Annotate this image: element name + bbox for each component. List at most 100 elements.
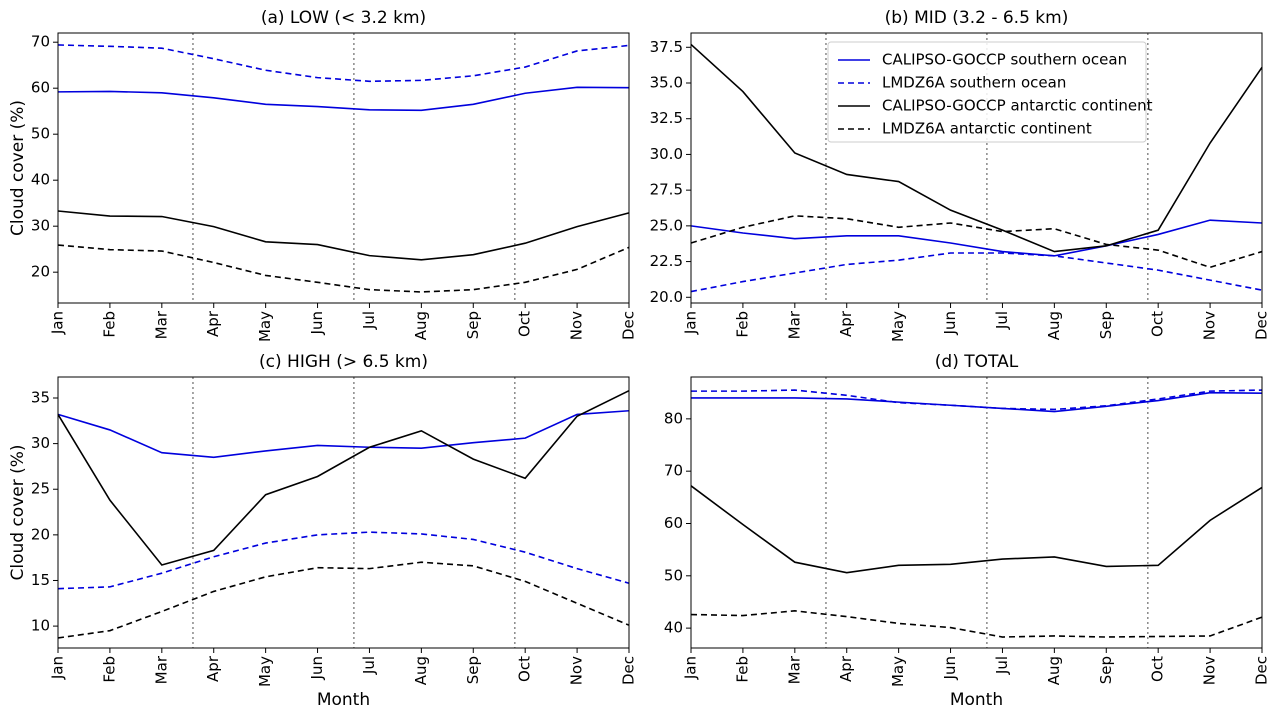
y-tick-label: 20 (31, 263, 50, 281)
series-line (690, 215, 1263, 269)
x-tick-label: Oct (516, 656, 534, 682)
x-tick-label: Jan (682, 311, 700, 335)
x-tick-label: Jul (993, 311, 1011, 330)
y-tick-label: 32.5 (650, 109, 683, 127)
y-tick-label: 60 (31, 79, 50, 97)
x-tick-label: Oct (1149, 656, 1167, 682)
panel-title: (b) MID (3.2 - 6.5 km) (885, 8, 1069, 28)
y-tick-label: 60 (664, 514, 683, 532)
x-tick-label: Apr (837, 310, 855, 337)
y-tick-label: 30 (31, 217, 50, 235)
y-tick-label: 70 (31, 33, 50, 51)
series-line (57, 409, 630, 459)
x-tick-label: May (889, 311, 907, 342)
y-tick-label: 25 (31, 480, 50, 498)
plot-frame (690, 376, 1263, 649)
x-tick-label: Jul (993, 656, 1011, 675)
series-line (690, 43, 1263, 253)
x-tick-label: Dec (620, 311, 638, 340)
x-tick-label: Jul (360, 656, 378, 675)
x-tick-label: May (889, 656, 907, 687)
series-line (691, 389, 1263, 411)
legend-label: LMDZ6A antarctic continent (882, 120, 1092, 138)
x-tick-label: Feb (100, 656, 118, 683)
x-tick-label: Feb (733, 311, 751, 338)
y-tick-label: 10 (31, 617, 50, 635)
x-tick-label: Nov (568, 656, 586, 685)
x-tick-label: Mar (152, 310, 170, 339)
y-tick-label: 22.5 (650, 252, 683, 270)
x-axis-label: Month (950, 690, 1003, 709)
series-line (57, 531, 630, 590)
y-tick-label: 25.0 (650, 216, 683, 234)
y-tick-label: 37.5 (650, 38, 683, 56)
series-line (690, 252, 1263, 293)
plot-frame (57, 376, 630, 649)
legend-box (827, 41, 1147, 143)
x-tick-label: Nov (568, 311, 586, 340)
x-tick-label: Apr (204, 310, 222, 337)
series-line (57, 244, 630, 293)
x-tick-label: Sep (464, 656, 482, 684)
series-line (57, 561, 630, 639)
panel-title: (d) TOTAL (935, 352, 1019, 372)
y-tick-label: 30 (31, 434, 50, 452)
x-tick-label: Jul (360, 311, 378, 330)
x-tick-label: Apr (837, 655, 855, 682)
y-tick-label: 80 (664, 409, 683, 427)
plot-frame (57, 32, 630, 304)
x-tick-label: May (256, 656, 274, 687)
legend-label: CALIPSO-GOCCP southern ocean (882, 51, 1127, 69)
y-axis-label: Cloud cover (%) (8, 100, 28, 236)
x-tick-label: Sep (464, 311, 482, 339)
x-tick-label: Jun (941, 311, 959, 335)
series-line (57, 210, 630, 261)
x-tick-label: Jun (941, 656, 959, 680)
series-line (690, 219, 1263, 257)
x-tick-label: Mar (785, 310, 803, 339)
series-line (57, 86, 630, 112)
x-tick-label: Feb (733, 656, 751, 683)
y-axis-label: Cloud cover (%) (8, 444, 28, 580)
y-tick-label: 50 (664, 566, 683, 584)
x-tick-label: Apr (204, 655, 222, 682)
series-line (691, 391, 1263, 413)
x-tick-label: Mar (785, 655, 803, 684)
x-tick-label: May (256, 311, 274, 342)
y-tick-label: 40 (664, 619, 683, 637)
x-tick-label: Feb (100, 311, 118, 338)
x-tick-label: Jun (308, 311, 326, 335)
y-tick-label: 35.0 (650, 74, 683, 92)
plot-frame (690, 32, 1263, 304)
x-tick-label: Sep (1097, 311, 1115, 339)
y-tick-label: 20 (31, 525, 50, 543)
y-tick-label: 20.0 (650, 288, 683, 306)
x-tick-label: Nov (1201, 311, 1219, 340)
y-tick-label: 30.0 (650, 145, 683, 163)
x-tick-label: Jan (49, 656, 67, 680)
y-tick-label: 35 (31, 388, 50, 406)
x-tick-label: Aug (412, 656, 430, 685)
y-tick-label: 40 (31, 171, 50, 189)
x-tick-label: Dec (620, 656, 638, 685)
panel-title: (a) LOW (< 3.2 km) (261, 8, 426, 28)
panel-title: (c) HIGH (> 6.5 km) (259, 352, 428, 372)
x-tick-label: Aug (412, 311, 430, 340)
x-tick-label: Nov (1201, 656, 1219, 685)
x-tick-label: Aug (1045, 311, 1063, 340)
y-tick-label: 15 (31, 571, 50, 589)
y-tick-label: 50 (31, 125, 50, 143)
y-tick-label: 70 (664, 462, 683, 480)
x-tick-label: Oct (1149, 311, 1167, 337)
x-tick-label: Sep (1097, 656, 1115, 684)
x-tick-label: Jun (308, 656, 326, 680)
legend-label: LMDZ6A southern ocean (882, 74, 1066, 92)
series-line (690, 610, 1263, 638)
legend-label: CALIPSO-GOCCP antarctic continent (882, 97, 1153, 115)
y-tick-label: 27.5 (650, 181, 683, 199)
x-tick-label: Dec (1253, 656, 1271, 685)
x-tick-label: Aug (1045, 656, 1063, 685)
x-tick-label: Jan (49, 311, 67, 335)
x-tick-label: Jan (682, 656, 700, 680)
